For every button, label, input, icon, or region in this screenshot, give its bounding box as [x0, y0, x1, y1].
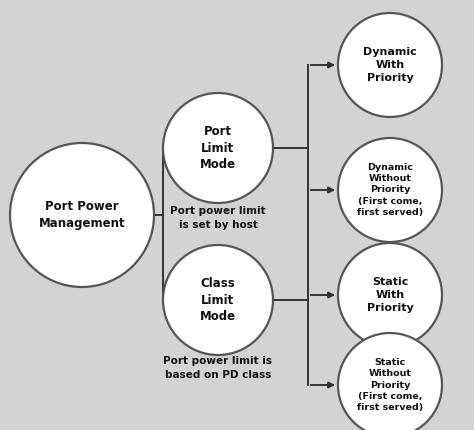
Text: Static
Without
Priority
(First come,
first served): Static Without Priority (First come, fir…: [357, 358, 423, 412]
Ellipse shape: [163, 245, 273, 355]
Ellipse shape: [338, 138, 442, 242]
Text: Port Power
Management: Port Power Management: [39, 200, 125, 230]
Text: Class
Limit
Mode: Class Limit Mode: [200, 277, 236, 323]
Ellipse shape: [338, 333, 442, 430]
Text: Dynamic
Without
Priority
(First come,
first served): Dynamic Without Priority (First come, fi…: [357, 163, 423, 218]
Ellipse shape: [163, 93, 273, 203]
Ellipse shape: [338, 243, 442, 347]
Text: Static
With
Priority: Static With Priority: [366, 277, 413, 313]
Text: Port power limit
is set by host: Port power limit is set by host: [170, 206, 266, 230]
Text: Port power limit is
based on PD class: Port power limit is based on PD class: [164, 356, 273, 380]
Ellipse shape: [338, 13, 442, 117]
Text: Dynamic
With
Priority: Dynamic With Priority: [363, 47, 417, 83]
Ellipse shape: [10, 143, 154, 287]
Text: Port
Limit
Mode: Port Limit Mode: [200, 125, 236, 171]
